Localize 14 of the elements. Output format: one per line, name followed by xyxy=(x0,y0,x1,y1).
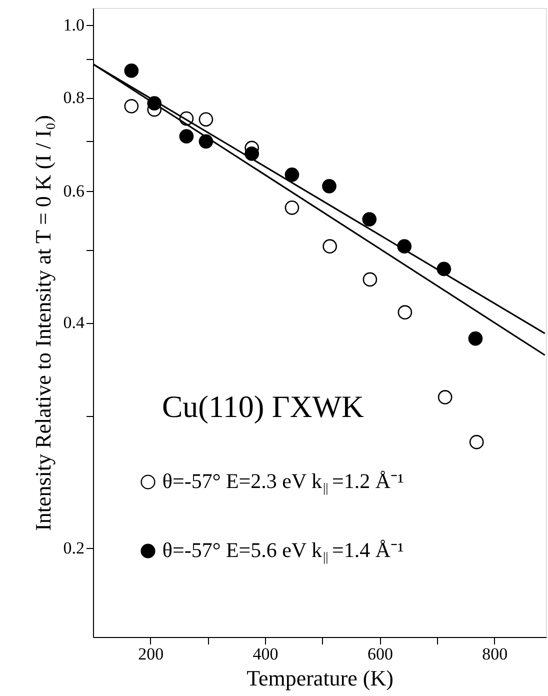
x-tick-label: 600 xyxy=(367,644,393,664)
x-tick-label: 400 xyxy=(252,644,278,664)
y-tick-label: 0.8 xyxy=(63,88,84,108)
legend-label: θ=-57° E=5.6 eV k||=1.4 Å⁻¹ xyxy=(162,538,404,564)
x-axis-title: Temperature (K) xyxy=(246,666,394,690)
y-tick-label: 1.0 xyxy=(63,16,84,35)
x-tick-label: 200 xyxy=(138,644,164,664)
y-axis-title: Intensity Relative to Intensity at T = 0 K (I / I₀) xyxy=(30,115,56,531)
x-tick-label: 800 xyxy=(482,644,508,664)
y-tick-label: 0.6 xyxy=(63,182,84,201)
legend-label: θ=-57° E=2.3 eV k||=1.2 Å⁻¹ xyxy=(162,469,404,495)
y-tick-label: 0.4 xyxy=(63,313,85,332)
annotation: Cu(110) ΓXWK xyxy=(162,389,364,424)
y-tick-label: 0.2 xyxy=(63,538,84,558)
